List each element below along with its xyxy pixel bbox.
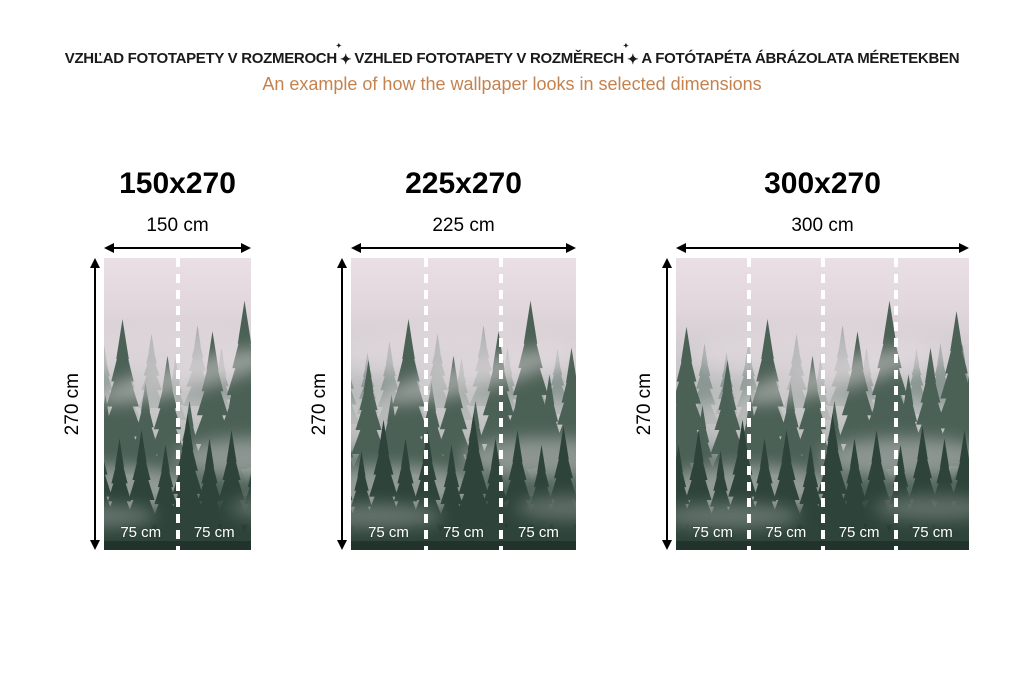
panel-divider xyxy=(499,258,503,550)
wallpaper-preview-image: 75 cm 75 cm 75 cm 75 cm xyxy=(676,258,969,550)
width-arrow xyxy=(104,242,251,254)
segment-width-label: 75 cm xyxy=(518,524,559,541)
arrow-left-head-icon xyxy=(104,243,114,253)
panel-divider xyxy=(747,258,752,550)
segment-width-label: 75 cm xyxy=(193,524,235,541)
segment-width-label: 75 cm xyxy=(838,524,880,541)
page-header: VZHĽAD FOTOTAPETY V ROZMEROCH ✦ ✦ VZHLED FO… xyxy=(0,43,1024,95)
height-arrow xyxy=(658,258,676,550)
width-value-label: 300 cm xyxy=(791,215,854,236)
sparkle-icon: ✦ ✦ xyxy=(622,43,639,67)
segment-width-label: 75 cm xyxy=(368,524,409,541)
width-value-label: 225 cm xyxy=(432,215,495,236)
panel-divider xyxy=(893,258,898,550)
sparkle-icon: ✦ ✦ xyxy=(335,43,352,67)
panel-title: 225x270 xyxy=(405,167,522,200)
panel-divider xyxy=(820,258,825,550)
height-arrow xyxy=(86,258,104,550)
misty-forest-photo xyxy=(351,258,576,550)
width-arrow xyxy=(676,242,969,254)
size-panels-row: 150x270 150 cm 270 cm 75 cm 75 cm xyxy=(0,167,1024,550)
height-value-label: 270 cm xyxy=(62,372,83,436)
page-title: VZHĽAD FOTOTAPETY V ROZMEROCH ✦ ✦ VZHLED FO… xyxy=(0,43,1024,68)
height-value-label: 270 cm xyxy=(634,372,655,436)
arrow-down-head-icon xyxy=(90,540,100,550)
page-title-part-sk: VZHĽAD FOTOTAPETY V ROZMEROCH xyxy=(64,50,337,67)
arrow-down-head-icon xyxy=(337,540,347,550)
size-panel-225x270: 225x270 225 cm 270 cm 75 cm 75 cm 75 cm xyxy=(307,167,576,550)
arrow-up-head-icon xyxy=(337,258,347,268)
arrow-down-head-icon xyxy=(662,540,672,550)
width-arrow xyxy=(351,242,576,254)
segment-width-label: 75 cm xyxy=(120,524,162,541)
page-title-part-cz: VZHLED FOTOTAPETY V ROZMĚRECH xyxy=(354,50,624,67)
arrow-right-head-icon xyxy=(241,243,251,253)
size-panel-300x270: 300x270 300 cm 270 cm 75 cm 75 cm xyxy=(632,167,969,550)
height-value-label: 270 cm xyxy=(309,372,330,436)
panel-divider xyxy=(423,258,428,550)
wallpaper-preview-image: 75 cm 75 cm xyxy=(104,258,251,550)
segment-width-label: 75 cm xyxy=(911,524,953,541)
segment-width-label: 75 cm xyxy=(443,524,484,541)
segment-width-label: 75 cm xyxy=(765,524,807,541)
height-arrow xyxy=(333,258,351,550)
page-title-part-hu: A FOTÓTAPÉTA ÁBRÁZOLATA MÉRETEKBEN xyxy=(641,50,960,67)
segment-width-label: 75 cm xyxy=(692,524,734,541)
arrow-up-head-icon xyxy=(662,258,672,268)
arrow-right-head-icon xyxy=(959,243,969,253)
arrow-up-head-icon xyxy=(90,258,100,268)
arrow-left-head-icon xyxy=(351,243,361,253)
wallpaper-preview-image: 75 cm 75 cm 75 cm xyxy=(351,258,576,550)
panel-title: 150x270 xyxy=(119,167,236,200)
arrow-right-head-icon xyxy=(566,243,576,253)
page-subtitle: An example of how the wallpaper looks in… xyxy=(262,74,762,94)
panel-title: 300x270 xyxy=(764,167,881,200)
size-panel-150x270: 150x270 150 cm 270 cm 75 cm 75 cm xyxy=(60,167,251,550)
panel-divider xyxy=(175,258,180,550)
width-value-label: 150 cm xyxy=(146,215,209,236)
arrow-left-head-icon xyxy=(676,243,686,253)
